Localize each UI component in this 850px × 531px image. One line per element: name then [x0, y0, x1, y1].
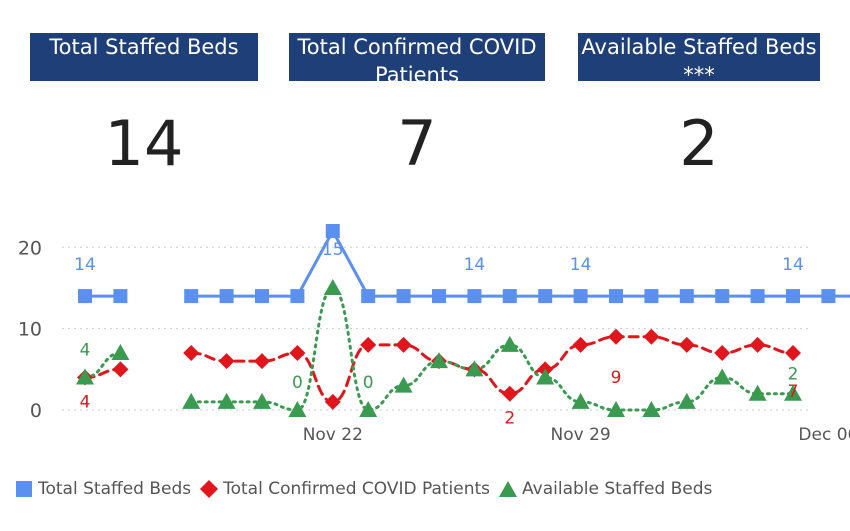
data-point[interactable]	[536, 368, 555, 385]
kpi-available-beds-value: 2	[679, 107, 719, 180]
data-point[interactable]	[323, 278, 342, 295]
data-point[interactable]	[750, 289, 765, 304]
data-point[interactable]	[714, 345, 731, 362]
data-point[interactable]	[642, 401, 661, 417]
data-label: 0	[363, 373, 374, 393]
data-label: 2	[504, 409, 515, 429]
data-point[interactable]	[290, 289, 305, 304]
data-point[interactable]	[784, 384, 802, 401]
y-tick-label: 0	[30, 400, 42, 422]
data-point[interactable]	[218, 353, 235, 370]
data-label: 14	[464, 255, 486, 275]
chart-legend: Total Staffed Beds Total Confirmed COVID…	[14, 476, 720, 502]
triangle-marker-icon	[499, 481, 518, 497]
data-label: 14	[570, 255, 592, 275]
card-header-staffed-beds: Total Staffed Beds	[30, 33, 258, 81]
data-point[interactable]	[607, 401, 625, 417]
data-point[interactable]	[538, 289, 553, 304]
data-point[interactable]	[288, 401, 307, 417]
x-tick-label: Nov 29	[550, 425, 610, 445]
data-label: 4	[80, 340, 91, 360]
data-point[interactable]	[749, 336, 766, 353]
data-point[interactable]	[571, 392, 590, 409]
data-point[interactable]	[182, 392, 201, 409]
legend-item-staffed-beds[interactable]: Total Staffed Beds	[14, 479, 191, 499]
data-point[interactable]	[255, 289, 269, 304]
data-point[interactable]	[500, 335, 519, 352]
data-point[interactable]	[253, 392, 271, 409]
data-label: 14	[782, 255, 804, 275]
data-label: 14	[74, 255, 96, 275]
y-tick-label: 20	[18, 237, 42, 259]
x-tick-label: Nov 22	[303, 425, 363, 445]
data-point[interactable]	[502, 289, 517, 304]
data-point[interactable]	[359, 401, 378, 417]
data-point[interactable]	[572, 336, 589, 353]
data-point[interactable]	[217, 392, 236, 409]
data-point[interactable]	[325, 224, 340, 238]
data-point[interactable]	[643, 328, 660, 345]
data-point[interactable]	[396, 289, 411, 304]
data-point[interactable]	[501, 385, 518, 402]
data-label: 9	[611, 368, 622, 388]
kpi-covid-patients-value: 7	[397, 107, 437, 180]
data-label: 4	[80, 392, 91, 412]
data-point[interactable]	[112, 361, 129, 378]
data-point[interactable]	[608, 328, 624, 345]
data-point[interactable]	[183, 345, 200, 362]
card-header-label: Total Staffed Beds	[49, 35, 239, 59]
data-point[interactable]	[219, 289, 234, 304]
data-point[interactable]	[609, 289, 623, 304]
data-point[interactable]	[113, 289, 128, 304]
legend-item-covid-patients[interactable]: Total Confirmed COVID Patients	[199, 479, 490, 499]
data-point[interactable]	[395, 336, 412, 353]
card-header-label: Available Staffed Beds ***	[581, 35, 817, 81]
data-point[interactable]	[748, 384, 767, 401]
data-point[interactable]	[677, 392, 696, 409]
data-point[interactable]	[678, 336, 695, 353]
trend-line-chart: 0 10 20 Nov 22 Nov 29 Dec 06 14 15 14 14 14 4 0 0 2 4 2 9…	[18, 224, 850, 445]
data-label: 15	[322, 240, 344, 260]
data-point[interactable]	[644, 289, 659, 304]
data-point[interactable]	[432, 289, 446, 304]
data-point[interactable]	[184, 289, 199, 304]
kpi-staffed-beds-value: 14	[104, 107, 184, 180]
data-point[interactable]	[573, 289, 588, 304]
data-point[interactable]	[821, 289, 836, 304]
data-point[interactable]	[786, 289, 800, 304]
data-label: 0	[292, 373, 303, 393]
data-label: 2	[788, 365, 799, 385]
legend-label: Total Staffed Beds	[38, 479, 192, 499]
data-point[interactable]	[713, 368, 732, 385]
x-tick-label: Dec 06	[798, 425, 850, 445]
data-point[interactable]	[715, 289, 730, 304]
y-tick-label: 10	[18, 319, 42, 341]
data-point[interactable]	[360, 336, 377, 353]
data-point[interactable]	[785, 345, 801, 362]
legend-label: Available Staffed Beds	[522, 479, 713, 499]
card-header-label: Total Confirmed COVID Patients	[297, 35, 537, 81]
data-point[interactable]	[111, 344, 130, 361]
data-point[interactable]	[324, 393, 341, 410]
data-point[interactable]	[76, 368, 94, 385]
card-header-covid-patients: Total Confirmed COVID Patients	[289, 33, 545, 81]
data-point[interactable]	[289, 345, 306, 362]
card-header-available-beds: Available Staffed Beds ***	[578, 33, 820, 81]
data-point[interactable]	[679, 289, 694, 304]
legend-item-available-beds[interactable]: Available Staffed Beds	[498, 479, 712, 499]
diamond-marker-icon	[200, 480, 219, 498]
series-line-0	[189, 227, 850, 298]
data-point[interactable]	[361, 289, 376, 304]
data-point[interactable]	[465, 360, 484, 377]
data-point[interactable]	[394, 376, 413, 393]
data-point[interactable]	[467, 289, 482, 304]
data-label: 7	[788, 382, 799, 402]
legend-label: Total Confirmed COVID Patients	[223, 479, 491, 499]
data-point[interactable]	[430, 352, 448, 369]
data-point[interactable]	[78, 289, 92, 304]
data-point[interactable]	[254, 353, 270, 370]
square-marker-icon	[16, 481, 32, 497]
